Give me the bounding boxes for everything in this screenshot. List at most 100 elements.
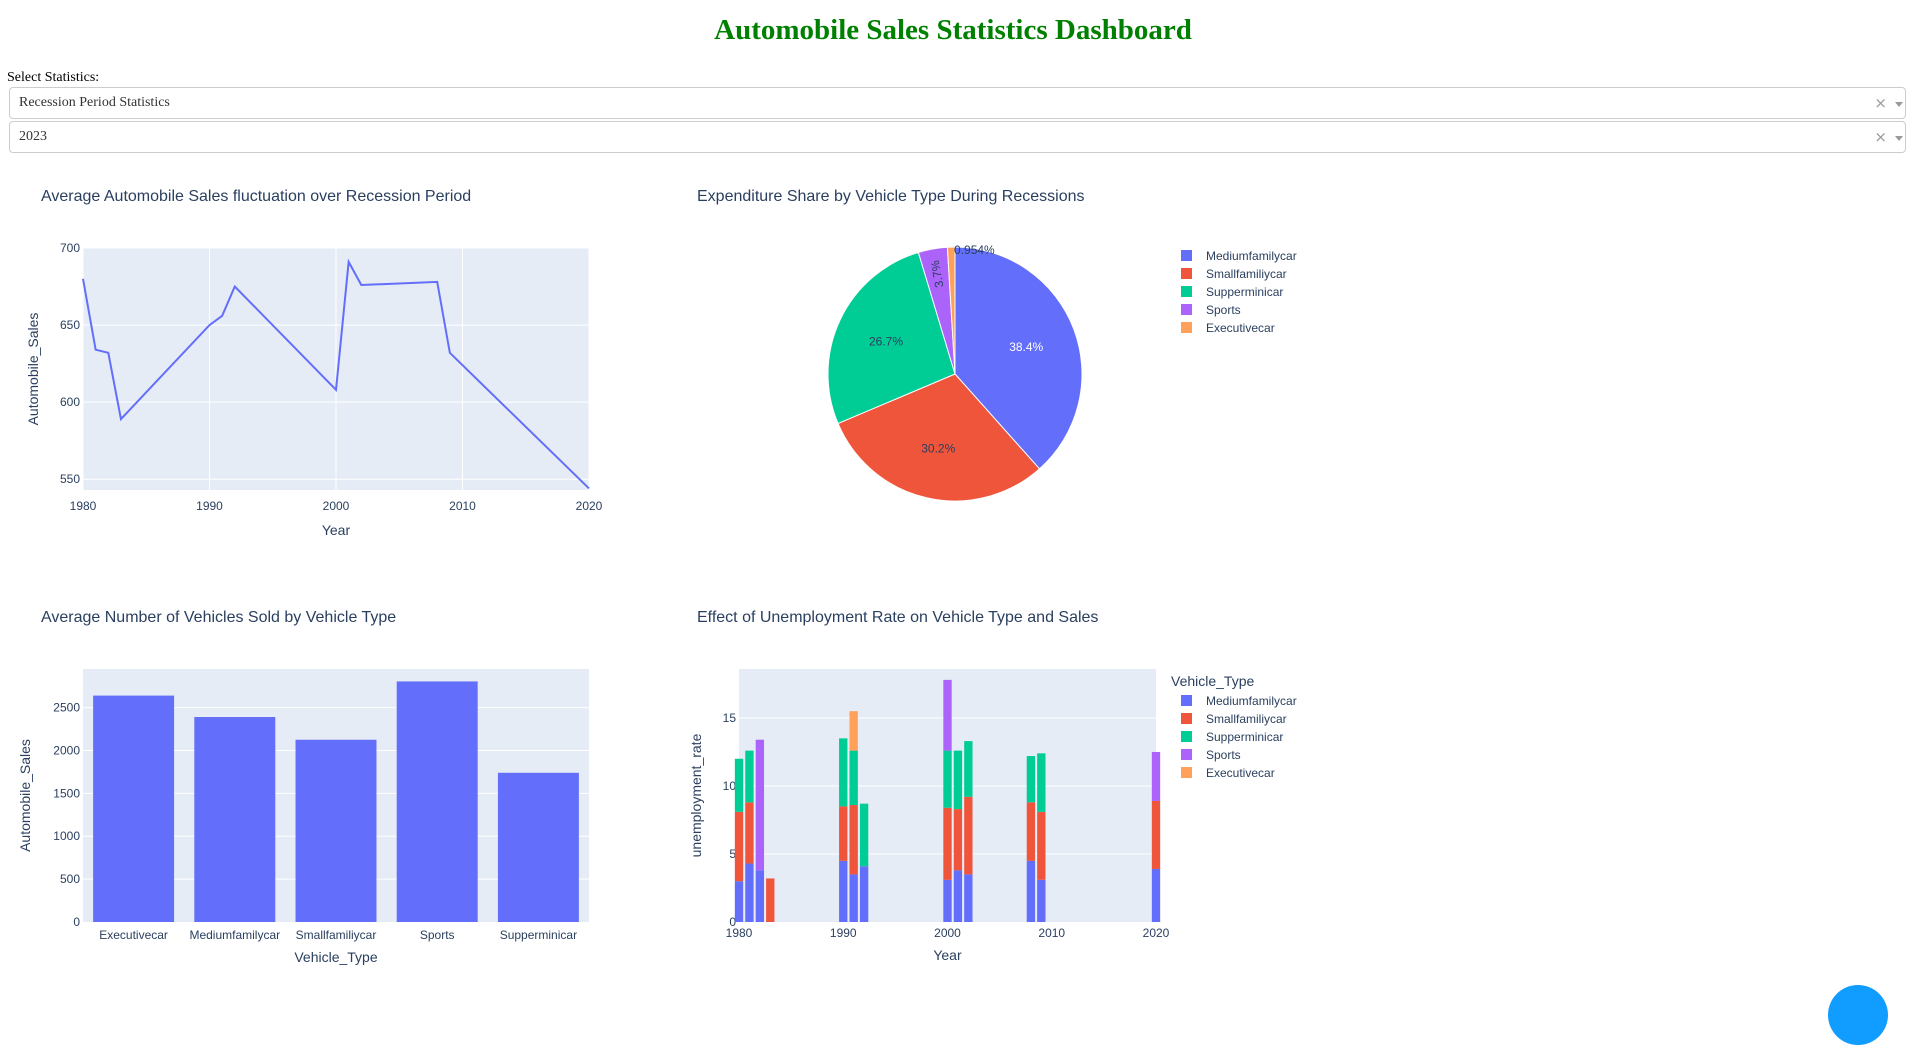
legend-swatch: [1181, 695, 1192, 706]
bar-segment: [734, 758, 744, 812]
bar-segment: [755, 739, 765, 871]
bar-chart: Average Number of Vehicles Sold by Vehic…: [17, 609, 589, 965]
y-tick-label: 0: [729, 915, 736, 929]
bar-segment: [745, 750, 754, 803]
x-tick-label: 2020: [1143, 926, 1170, 940]
select-statistics-label: Select Statistics:: [7, 70, 100, 85]
bar-segment: [943, 879, 952, 922]
legend-label: Supperminicar: [1206, 285, 1283, 299]
y-axis-label: Automobile_Sales: [17, 739, 33, 852]
x-tick-label: 2010: [449, 499, 476, 513]
pie-slice: [954, 246, 1083, 470]
bar-segment: [839, 860, 848, 922]
bar-segment: [964, 874, 973, 922]
bar-segment: [953, 870, 963, 922]
x-tick-label: 1990: [196, 499, 223, 513]
clear-icon[interactable]: ×: [1874, 94, 1887, 112]
statistics-dropdown-value: Recession Period Statistics: [19, 95, 170, 110]
x-tick-label: Mediumfamilycar: [189, 928, 280, 942]
chart-title: Effect of Unemployment Rate on Vehicle T…: [697, 609, 1098, 626]
legend-swatch: [1181, 250, 1192, 261]
legend-label: Smallfamiliycar: [1206, 712, 1287, 726]
year-dropdown-value: 2023: [19, 129, 47, 144]
pie-slice-label: 3.7%: [928, 259, 947, 289]
bar-segment: [745, 802, 754, 864]
bar-segment: [1026, 802, 1036, 861]
legend-swatch: [1181, 713, 1192, 724]
legend-swatch: [1181, 286, 1192, 297]
legend-label: Supperminicar: [1206, 730, 1283, 744]
x-axis-label: Vehicle_Type: [294, 949, 377, 965]
bar-segment: [1037, 811, 1046, 880]
bar-segment: [859, 803, 869, 867]
bar-segment: [849, 805, 858, 875]
x-tick-label: Executivecar: [99, 928, 168, 942]
legend-swatch: [1181, 268, 1192, 279]
legend-swatch: [1181, 304, 1192, 315]
bar: [396, 681, 478, 922]
bar-segment: [953, 809, 963, 871]
bar-segment: [755, 870, 765, 922]
x-axis-label: Year: [322, 522, 351, 538]
x-axis-label: Year: [933, 947, 962, 963]
y-tick-label: 5: [729, 847, 736, 861]
legend-swatch: [1181, 767, 1192, 778]
bar-segment: [849, 750, 858, 806]
bar-segment: [1026, 860, 1036, 922]
y-tick-label: 600: [60, 395, 80, 409]
bar-segment: [1037, 879, 1046, 922]
y-tick-label: 700: [60, 241, 80, 255]
bar-segment: [849, 711, 858, 751]
bar-segment: [1151, 868, 1161, 922]
y-tick-label: 1000: [53, 829, 80, 843]
clear-icon[interactable]: ×: [1874, 128, 1887, 146]
legend-label: Mediumfamilycar: [1206, 694, 1297, 708]
x-tick-label: 2000: [934, 926, 961, 940]
y-tick-label: 1500: [53, 786, 80, 800]
bar-segment: [1037, 753, 1046, 812]
bar: [194, 717, 276, 922]
y-tick-label: 2500: [53, 701, 80, 715]
bar-segment: [964, 796, 973, 875]
year-dropdown[interactable]: 2023 ×: [9, 121, 1906, 153]
pie-slice-label: 30.2%: [921, 441, 955, 455]
pie-slice: [946, 246, 956, 375]
bar-segment: [734, 881, 744, 922]
y-tick-label: 15: [723, 711, 737, 725]
statistics-dropdown[interactable]: Recession Period Statistics ×: [9, 87, 1906, 119]
bar-segment: [943, 807, 952, 880]
y-tick-label: 500: [60, 872, 80, 886]
bar-segment: [839, 738, 848, 807]
bar-segment: [849, 874, 858, 922]
bar: [497, 772, 579, 922]
bar-segment: [745, 863, 754, 922]
pie-slice: [827, 251, 956, 425]
y-tick-label: 10: [723, 779, 737, 793]
legend-label: Sports: [1206, 303, 1241, 317]
y-tick-label: 2000: [53, 743, 80, 757]
y-axis-label: unemployment_rate: [688, 733, 704, 857]
bar-segment: [1026, 756, 1036, 803]
legend-swatch: [1181, 731, 1192, 742]
bar-segment: [766, 878, 775, 922]
bar-segment: [953, 750, 963, 810]
pie-slice-label: 0.954%: [954, 243, 995, 257]
bar-segment: [859, 866, 869, 922]
x-tick-label: Smallfamiliycar: [296, 928, 377, 942]
x-tick-label: 2020: [576, 499, 603, 513]
legend-swatch: [1181, 322, 1192, 333]
bar-segment: [1151, 800, 1161, 869]
series-line: [82, 258, 590, 490]
bar: [295, 739, 377, 922]
y-axis-label: Automobile_Sales: [25, 313, 41, 426]
x-tick-label: 2010: [1038, 926, 1065, 940]
x-tick-label: 2000: [323, 499, 350, 513]
page-title: Automobile Sales Statistics Dashboard: [714, 14, 1192, 46]
floating-action-button[interactable]: [1828, 985, 1888, 1045]
pie-slice: [837, 373, 1041, 502]
chevron-down-icon[interactable]: [1895, 102, 1903, 107]
chevron-down-icon[interactable]: [1895, 136, 1903, 141]
bar-segment: [943, 679, 952, 751]
chart-title: Average Automobile Sales fluctuation ove…: [41, 188, 471, 205]
legend-swatch: [1181, 749, 1192, 760]
